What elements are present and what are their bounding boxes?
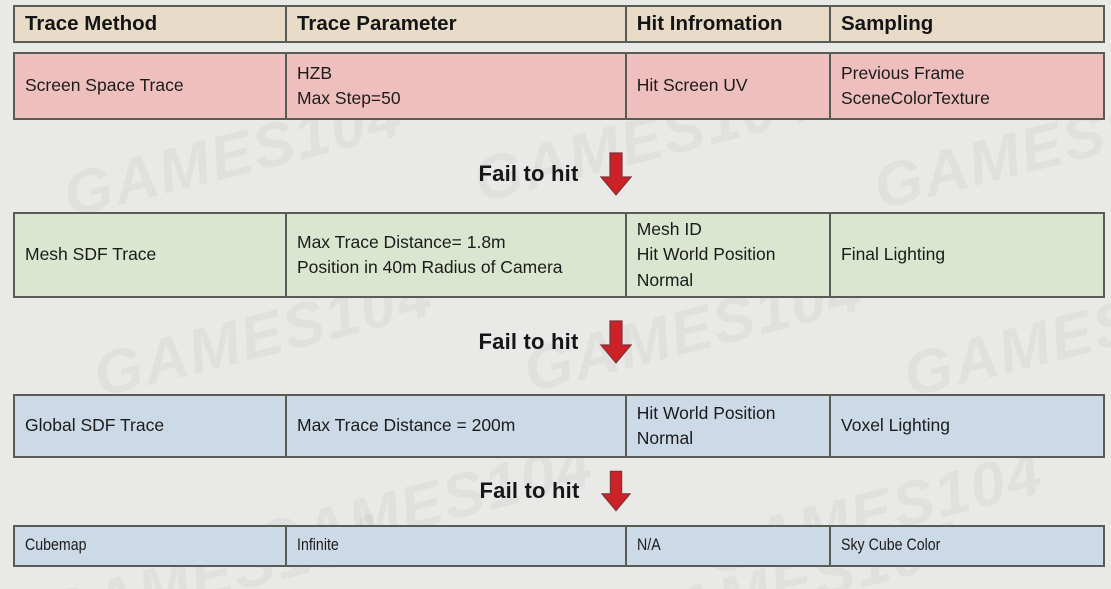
column-header-trace-method: Trace Method (15, 7, 287, 41)
column-header-hit-information: Hit Infromation (627, 7, 831, 41)
fallback-connector: Fail to hit (0, 470, 1111, 512)
cell-sampling: Final Lighting (831, 214, 1103, 296)
cell-hit-information: Hit Screen UV (627, 54, 831, 118)
cell-line: Cubemap (25, 536, 87, 555)
cell-line: Max Step=50 (297, 88, 401, 108)
cell-trace-parameter: Infinite (287, 527, 627, 565)
cell-line: Max Trace Distance = 200m (297, 415, 516, 436)
cell-trace-parameter: Max Trace Distance = 200m (287, 396, 627, 456)
cell-sampling: Sky Cube Color (831, 527, 1103, 565)
cell-line: Mesh ID (636, 219, 702, 240)
fail-to-hit-label: Fail to hit (478, 161, 579, 186)
cell-trace-parameter: HZB Max Step=50 (287, 54, 627, 118)
down-arrow-icon (600, 320, 633, 364)
cell-trace-method: Cubemap (15, 527, 287, 565)
cell-line: Normal (636, 428, 694, 448)
cell-hit-information: Hit World Position Normal (627, 396, 831, 456)
cell-hit-information: N/A (627, 527, 831, 565)
table-row: Global SDF Trace Max Trace Distance = 20… (13, 394, 1105, 458)
cell-trace-method: Global SDF Trace (15, 396, 287, 456)
cell-line: Screen Space Trace (25, 75, 184, 96)
table-row: Mesh SDF Trace Max Trace Distance= 1.8m … (13, 212, 1105, 298)
cell-line: Mesh SDF Trace (25, 244, 157, 265)
cell-line: Sky Cube Color (841, 536, 941, 555)
cell-line: Voxel Lighting (841, 415, 950, 436)
table-row: Screen Space Trace HZB Max Step=50 Hit S… (13, 52, 1105, 120)
cell-sampling: Voxel Lighting (831, 396, 1103, 456)
cell-line: Normal (636, 269, 694, 290)
cell-line: Global SDF Trace (25, 415, 165, 436)
table-header-row: Trace Method Trace Parameter Hit Infroma… (13, 5, 1105, 43)
cell-line: Hit World Position (636, 402, 776, 423)
down-arrow-icon (600, 152, 633, 196)
cell-line: HZB (297, 62, 332, 83)
down-arrow-icon (601, 470, 632, 512)
cell-sampling: Previous Frame SceneColorTexture (831, 54, 1103, 118)
cell-line: N/A (636, 536, 661, 555)
header-label: Trace Parameter (297, 12, 457, 36)
cell-line: Position in 40m Radius of Camera (297, 257, 563, 277)
cell-line: Max Trace Distance= 1.8m (297, 231, 506, 252)
cell-line: Final Lighting (841, 244, 946, 265)
cell-line: Hit World Position (636, 244, 776, 265)
header-label: Trace Method (25, 12, 158, 36)
fallback-connector: Fail to hit (0, 152, 1111, 196)
cell-line: Hit Screen UV (636, 75, 748, 96)
table-row: Cubemap Infinite N/A Sky Cube Color (13, 525, 1105, 567)
cell-line: Previous Frame (841, 62, 965, 83)
cell-trace-parameter: Max Trace Distance= 1.8m Position in 40m… (287, 214, 627, 296)
cell-trace-method: Mesh SDF Trace (15, 214, 287, 296)
fallback-connector: Fail to hit (0, 320, 1111, 364)
cell-line: Infinite (297, 536, 339, 555)
column-header-sampling: Sampling (831, 7, 1103, 41)
cell-line: SceneColorTexture (841, 88, 990, 108)
cell-hit-information: Mesh ID Hit World Position Normal (627, 214, 831, 296)
cell-trace-method: Screen Space Trace (15, 54, 287, 118)
fail-to-hit-label: Fail to hit (479, 478, 580, 503)
header-label: Sampling (841, 12, 934, 36)
fail-to-hit-label: Fail to hit (478, 329, 579, 354)
header-label: Hit Infromation (636, 12, 783, 36)
column-header-trace-parameter: Trace Parameter (287, 7, 627, 41)
